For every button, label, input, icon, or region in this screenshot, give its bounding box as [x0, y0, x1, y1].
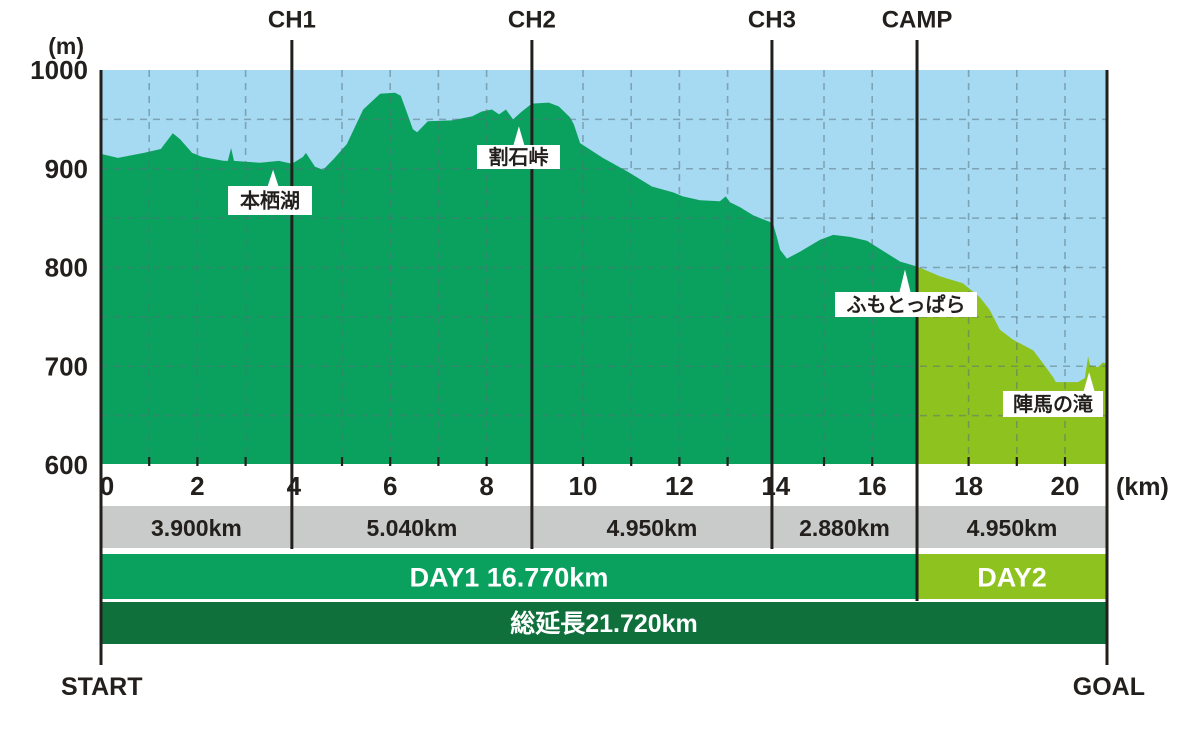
- checkpoint-label-ch1: CH1: [268, 7, 316, 34]
- segment-band: [771, 506, 918, 548]
- annotation-box: [835, 292, 977, 317]
- day1-band: [101, 554, 918, 599]
- x-axis-label-18: 18: [954, 471, 983, 501]
- segment-band: [917, 506, 1107, 548]
- total-length-label: 総延長21.720km: [510, 609, 698, 638]
- annotation-box: [1003, 391, 1103, 417]
- segment-distance-label: 2.880km: [799, 515, 890, 541]
- segment-distance-label: 3.900km: [151, 515, 242, 541]
- x-axis-label-4: 4: [287, 471, 302, 501]
- segment-band: [101, 506, 292, 548]
- x-axis-label-10: 10: [569, 471, 598, 501]
- annotation-pointer: [267, 169, 280, 188]
- annotation-pointer: [1083, 372, 1096, 393]
- annotation-pointer: [512, 126, 525, 147]
- annotation-box: [228, 186, 312, 215]
- y-axis-label-700: 700: [45, 351, 88, 381]
- segment-band: [291, 506, 532, 548]
- y-axis-unit: (m): [48, 33, 84, 59]
- segment-distance-label: 5.040km: [366, 515, 457, 541]
- x-axis-unit: (km): [1116, 473, 1169, 501]
- segment-band: [531, 506, 772, 548]
- y-axis-label-1000: 1000: [30, 55, 88, 85]
- x-axis-label-6: 6: [383, 471, 397, 501]
- checkpoint-label-camp: CAMP: [882, 7, 953, 34]
- x-axis-label-20: 20: [1051, 471, 1080, 501]
- annotation-box: [477, 145, 560, 169]
- y-axis-label-600: 600: [45, 450, 88, 480]
- annotation-label: ふもとっぱら: [847, 293, 966, 317]
- goal-label: GOAL: [1073, 673, 1145, 701]
- x-axis-label-14: 14: [761, 471, 790, 501]
- x-axis-label-2: 2: [190, 471, 204, 501]
- annotation-label: 割石峠: [489, 145, 549, 169]
- day1-label: DAY1 16.770km: [410, 563, 609, 593]
- x-axis-label-16: 16: [858, 471, 887, 501]
- total-band: [101, 602, 1107, 644]
- segment-distance-label: 4.950km: [967, 515, 1058, 541]
- day2-label: DAY2: [977, 563, 1047, 593]
- y-axis-label-900: 900: [45, 154, 88, 184]
- annotation-pointer: [898, 269, 911, 294]
- checkpoint-label-ch2: CH2: [508, 7, 556, 34]
- annotation-label: 本栖湖: [240, 189, 300, 213]
- y-axis-label-800: 800: [45, 253, 88, 283]
- checkpoint-label-ch3: CH3: [748, 7, 796, 34]
- segment-distance-label: 4.950km: [607, 515, 698, 541]
- elevation-area-day1: [101, 92, 917, 464]
- x-axis-label-8: 8: [479, 471, 493, 501]
- x-axis-label-0: 0: [100, 471, 114, 501]
- start-label: START: [61, 673, 142, 701]
- day2-band: [917, 554, 1107, 599]
- annotation-label: 陣馬の滝: [1013, 392, 1093, 416]
- x-axis-label-12: 12: [665, 471, 694, 501]
